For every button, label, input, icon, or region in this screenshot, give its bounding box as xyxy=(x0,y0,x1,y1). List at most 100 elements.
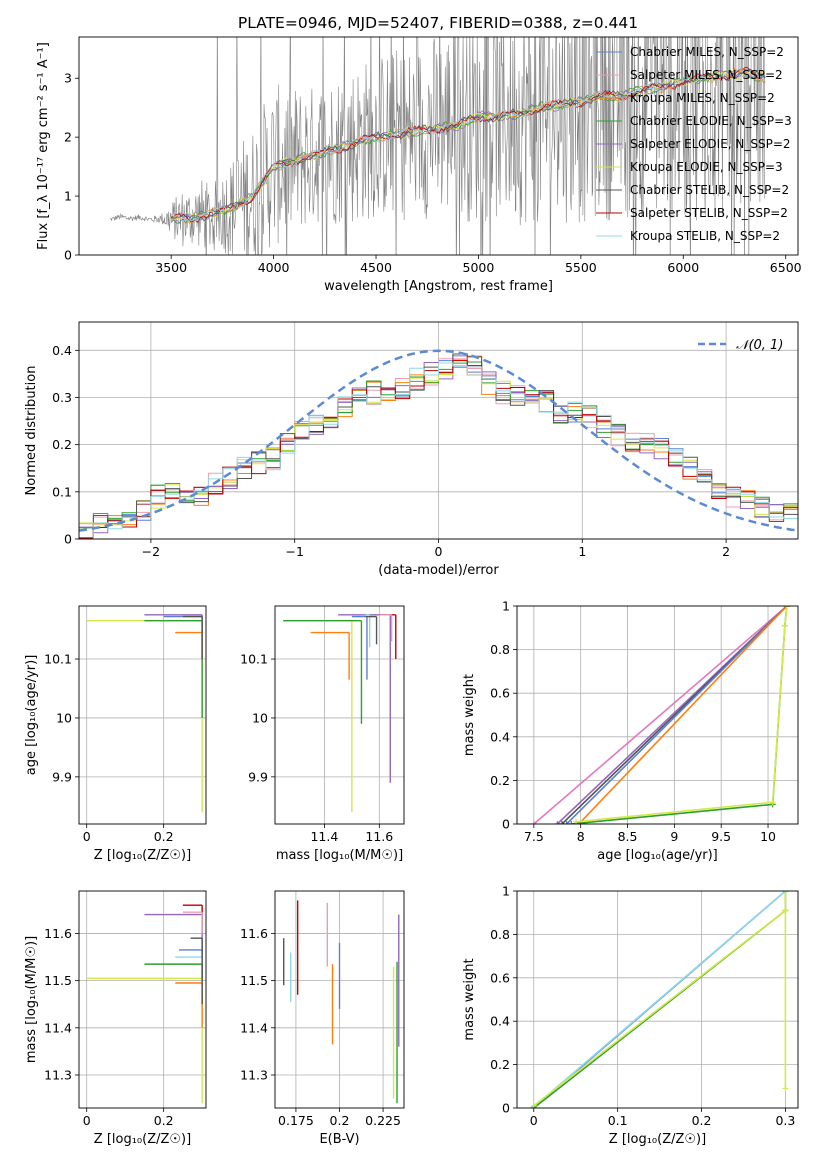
y-tick-label: 3 xyxy=(64,71,72,86)
data-point-marker xyxy=(769,799,776,806)
x-tick-label: 0.3 xyxy=(775,1113,795,1128)
y-tick-label: 1 xyxy=(502,884,510,899)
mass_vs_Z-axes: 0 0.2 11.3 11.4 11.5 11.6 xyxy=(44,891,206,1128)
mass_vs_EBV-axes: 0.175 0.2 0.225 11.3 11.4 11.5 11.6 xyxy=(240,891,404,1128)
y-tick-label: 0.6 xyxy=(490,970,510,985)
data-point-marker xyxy=(783,606,790,609)
x-tick-label: 10 xyxy=(760,829,776,844)
x-tick-label: 6500 xyxy=(770,260,802,275)
y-tick-label: 11.5 xyxy=(44,973,72,988)
x-tick-label: 6000 xyxy=(667,260,699,275)
y-tick-label: 0.2 xyxy=(52,437,72,452)
x-tick-label: 5000 xyxy=(463,260,495,275)
massweight_vs_Z-plot-area xyxy=(530,891,789,1108)
mass-weight-line xyxy=(566,606,788,824)
x-tick-label: 0 xyxy=(83,1113,91,1128)
x-tick-label: 0.2 xyxy=(154,829,174,844)
x-tick-label: 0 xyxy=(83,829,91,844)
y-axis-label: age [log₁₀(age/yr)] xyxy=(24,655,39,776)
x-axis-label: age [log₁₀(age/yr)] xyxy=(597,848,718,863)
x-tick-label: 11.6 xyxy=(365,829,393,844)
x-tick-label: 0.225 xyxy=(365,1113,401,1128)
x-axis-label: Z [log₁₀(Z/Z☉)] xyxy=(94,1132,191,1147)
x-tick-label: 0.1 xyxy=(608,1113,628,1128)
y-tick-label: 10 xyxy=(56,710,72,725)
legend-label: Kroupa ELODIE, N_SSP=3 xyxy=(630,160,783,174)
y-axis-label: mass weight xyxy=(462,958,477,1040)
x-tick-label: −1 xyxy=(285,544,303,559)
axes-frame xyxy=(516,605,799,825)
y-tick-label: 10.1 xyxy=(44,652,72,667)
x-tick-label: 11.4 xyxy=(310,829,338,844)
residuals-legend: 𝒩(0, 1) xyxy=(698,338,783,353)
age_vs_Z-axes: 0 0.2 9.9 10 10.1 xyxy=(44,606,206,844)
model-spectrum-line xyxy=(170,70,766,221)
axes-frame xyxy=(78,321,799,540)
mass-weight-line xyxy=(533,606,788,824)
x-tick-label: 3500 xyxy=(155,260,187,275)
y-tick-label: 11.5 xyxy=(240,973,268,988)
y-tick-label: 0.4 xyxy=(490,729,510,744)
y-tick-label: 11.4 xyxy=(240,1020,268,1035)
y-tick-label: 2 xyxy=(64,130,72,145)
data-point-marker xyxy=(782,907,789,914)
y-tick-label: 0.6 xyxy=(490,686,510,701)
y-tick-label: 10.1 xyxy=(240,652,268,667)
legend-label: Chabrier MILES, N_SSP=2 xyxy=(630,45,784,59)
y-tick-label: 0.1 xyxy=(52,484,72,499)
residuals-axes: −2 −1 0 1 2 0 0.1 0.2 0.3 0.4 xyxy=(52,322,798,559)
massweight_vs_age-plot-area xyxy=(530,606,790,824)
x-tick-label: 4500 xyxy=(360,260,392,275)
data-point-marker xyxy=(530,821,537,824)
y-tick-label: 9.9 xyxy=(248,769,268,784)
age_vs_Z-plot-area xyxy=(86,614,203,813)
observed-spectrum-line xyxy=(109,37,766,255)
axes-frame xyxy=(78,890,207,1109)
model-spectrum-line xyxy=(171,66,766,224)
x-tick-label: 1 xyxy=(578,544,586,559)
x-tick-label: 5500 xyxy=(565,260,597,275)
x-tick-label: 0.175 xyxy=(278,1113,314,1128)
model-spectrum-line xyxy=(171,67,766,223)
axes-frame xyxy=(274,605,405,825)
y-tick-label: 0.2 xyxy=(490,773,510,788)
y-tick-label: 11.3 xyxy=(240,1067,268,1082)
x-tick-label: −2 xyxy=(142,544,160,559)
x-axis-label: Z [log₁₀(Z/Z☉)] xyxy=(609,1132,706,1147)
y-tick-label: 1 xyxy=(502,599,510,614)
figure-title: PLATE=0946, MJD=52407, FIBERID=0388, z=0… xyxy=(238,14,638,32)
axes-frame xyxy=(516,890,799,1109)
legend-label: 𝒩(0, 1) xyxy=(736,338,783,353)
y-tick-label: 11.6 xyxy=(240,926,268,941)
x-tick-label: 2 xyxy=(722,544,730,559)
y-tick-label: 9.9 xyxy=(52,769,72,784)
data-point-marker xyxy=(554,821,561,824)
y-tick-label: 1 xyxy=(64,189,72,204)
x-axis-label: mass [log₁₀(M/M☉)] xyxy=(276,848,403,863)
data-point-marker xyxy=(558,821,565,824)
y-tick-label: 0.2 xyxy=(490,1057,510,1072)
legend-label: Kroupa MILES, N_SSP=2 xyxy=(630,91,775,105)
data-point-marker xyxy=(782,1085,789,1092)
x-tick-label: 0.2 xyxy=(154,1113,174,1128)
massweight_vs_Z-axes: 0 0.1 0.2 0.3 0 0.2 0.4 0.6 0.8 1 xyxy=(490,884,798,1128)
spectrum-legend: Chabrier MILES, N_SSP=2 Salpeter MILES, N… xyxy=(596,45,792,243)
x-axis-label: Z [log₁₀(Z/Z☉)] xyxy=(94,848,191,863)
mass-weight-line xyxy=(533,891,786,1108)
axes-frame xyxy=(78,36,799,256)
y-tick-label: 0.4 xyxy=(52,343,72,358)
y-tick-label: 10 xyxy=(252,710,268,725)
x-tick-label: 0.2 xyxy=(692,1113,712,1128)
data-point-marker xyxy=(781,622,788,629)
residuals-plot-area xyxy=(79,349,798,539)
y-axis-label: Flux [f_λ 10⁻¹⁷ erg cm⁻² s⁻¹ A⁻¹] xyxy=(36,42,51,250)
x-tick-label: 0.2 xyxy=(330,1113,350,1128)
y-tick-label: 11.6 xyxy=(44,926,72,941)
spectrum-axes: 3500 4000 4500 5000 5500 6000 6500 0 1 2 3 xyxy=(64,71,802,275)
y-axis-label: Normed distribution xyxy=(24,366,39,496)
y-tick-label: 0.4 xyxy=(490,1014,510,1029)
y-tick-label: 0 xyxy=(502,817,510,832)
axes-frame xyxy=(274,890,405,1109)
spectrum-plot-area xyxy=(109,37,766,255)
y-tick-label: 0.3 xyxy=(52,390,72,405)
